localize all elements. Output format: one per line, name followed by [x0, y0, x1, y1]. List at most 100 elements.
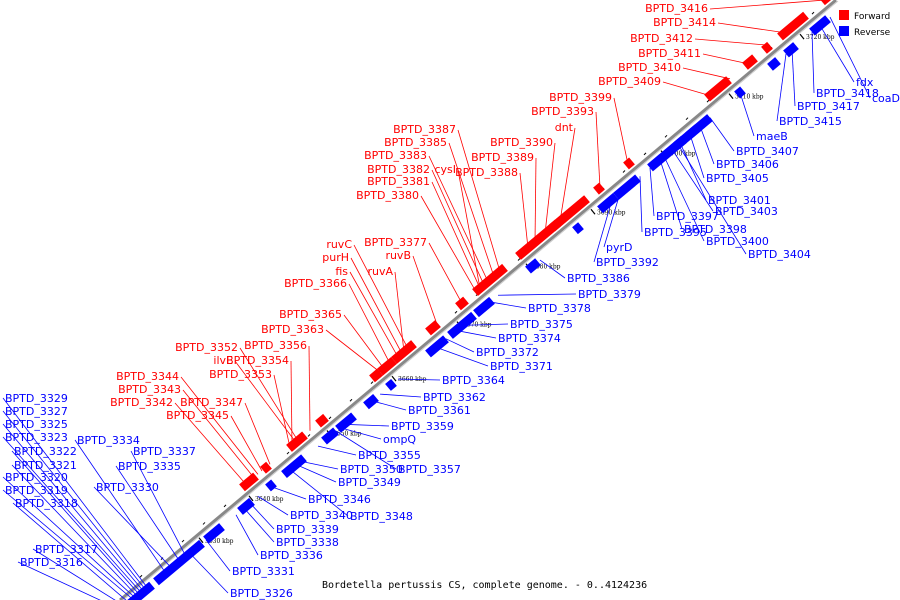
reverse-gene-label: BPTD_3379 — [578, 288, 641, 301]
forward-gene — [455, 296, 469, 311]
leader-line — [559, 127, 576, 222]
reverse-gene-label: BPTD_3316 — [20, 556, 83, 569]
leader-line — [428, 242, 463, 304]
forward-gene — [425, 320, 441, 336]
tick-label: 3630 kbp — [205, 538, 234, 545]
forward-gene-label: BPTD_3385 — [384, 136, 447, 149]
reverse-gene — [237, 497, 255, 515]
tick-mark — [198, 537, 204, 544]
reverse-gene-label: BPTD_3330 — [96, 481, 159, 494]
leader-line — [257, 496, 289, 516]
reverse-gene — [809, 15, 831, 36]
minor-tick — [307, 434, 311, 437]
minor-tick — [643, 152, 647, 156]
leader-line — [694, 38, 771, 46]
leader-line — [289, 469, 349, 517]
reverse-gene — [783, 42, 799, 58]
reverse-gene — [572, 222, 584, 235]
reverse-gene — [363, 394, 379, 410]
forward-gene-label: BPTD_3409 — [598, 75, 661, 88]
leader-line — [2, 397, 149, 589]
leader-line — [435, 346, 489, 367]
leader-line — [2, 476, 137, 599]
reverse-gene-label: BPTD_3326 — [230, 587, 293, 600]
reverse-gene-label: BPTD_3340 — [290, 509, 353, 522]
minor-tick — [370, 381, 374, 385]
reverse-gene — [281, 454, 307, 479]
forward-gene-label: ruvC — [326, 238, 352, 251]
tick-label: 3700 kbp — [667, 151, 696, 158]
leader-line — [448, 142, 495, 277]
backbone-line — [119, 0, 837, 600]
reverse-gene-label: BPTD_3405 — [706, 172, 769, 185]
reverse-gene-label: BPTD_3400 — [706, 235, 769, 248]
minor-tick — [811, 11, 815, 15]
reverse-gene — [385, 378, 397, 391]
reverse-gene — [321, 427, 339, 445]
reverse-gene-label: BPTD_3361 — [408, 404, 471, 417]
forward-gene — [742, 54, 758, 70]
leader-line — [662, 81, 711, 96]
leader-line — [348, 283, 391, 364]
reverse-gene-label: BPTD_3323 — [5, 431, 68, 444]
forward-gene-label: BPTD_3354 — [226, 354, 289, 367]
leader-line — [130, 450, 187, 557]
forward-swatch — [839, 10, 849, 20]
minor-tick — [706, 99, 710, 103]
reverse-gene — [734, 86, 746, 99]
leader-line — [431, 181, 481, 289]
forward-gene-label: ruvB — [385, 249, 411, 262]
tick-label: 3680 kbp — [532, 264, 561, 271]
forward-gene — [391, 340, 417, 364]
forward-gene — [515, 219, 561, 260]
leader-line — [677, 144, 747, 255]
forward-gene-label: BPTD_3343 — [118, 383, 181, 396]
leader-line — [205, 539, 231, 572]
minor-tick — [685, 117, 689, 121]
leader-line — [593, 199, 613, 263]
tick-label: 3720 kbp — [806, 34, 835, 41]
leader-line — [244, 402, 271, 465]
forward-gene — [704, 76, 732, 102]
leader-line — [639, 176, 643, 233]
leader-line — [682, 67, 731, 80]
leader-line — [776, 53, 787, 122]
leader-line — [519, 172, 529, 249]
forward-gene-label: BPTD_3352 — [175, 341, 238, 354]
leader-line — [343, 423, 390, 427]
forward-gene-label: dnt — [555, 121, 574, 134]
leader-line — [339, 427, 382, 440]
reverse-gene-label: BPTD_3404 — [748, 248, 811, 261]
reverse-gene-label: BPTD_3321 — [14, 459, 77, 472]
forward-gene — [623, 157, 635, 170]
leader-line — [649, 167, 655, 217]
leader-line — [12, 502, 127, 600]
minor-tick — [328, 416, 332, 420]
forward-gene — [777, 11, 809, 41]
leader-line — [397, 378, 441, 381]
leader-line — [239, 347, 299, 442]
leader-line — [325, 329, 381, 373]
minor-tick — [181, 539, 185, 543]
leader-line — [17, 561, 101, 600]
minor-tick — [160, 557, 164, 560]
forward-gene-label: BPTD_3411 — [638, 47, 701, 60]
leader-line — [739, 92, 755, 137]
reverse-gene-label: BPTD_3331 — [232, 565, 295, 578]
forward-gene-label: BPTD_3390 — [490, 136, 553, 149]
figure-caption: Bordetella pertussis CS, complete genome… — [322, 580, 647, 591]
reverse-gene-label: BPTD_3338 — [276, 536, 339, 549]
minor-tick — [517, 258, 521, 261]
forward-gene-label: BPTD_3344 — [116, 370, 179, 383]
leader-line — [379, 393, 422, 398]
leader-line — [455, 330, 497, 339]
leader-line — [457, 129, 501, 272]
tick-mark — [248, 495, 254, 502]
leader-line — [539, 259, 566, 279]
forward-gene — [472, 263, 508, 296]
forward-gene-label: ilvE — [213, 354, 233, 367]
forward-gene — [593, 182, 605, 195]
leader-line — [489, 301, 527, 309]
reverse-gene-label: BPTD_3346 — [308, 493, 371, 506]
